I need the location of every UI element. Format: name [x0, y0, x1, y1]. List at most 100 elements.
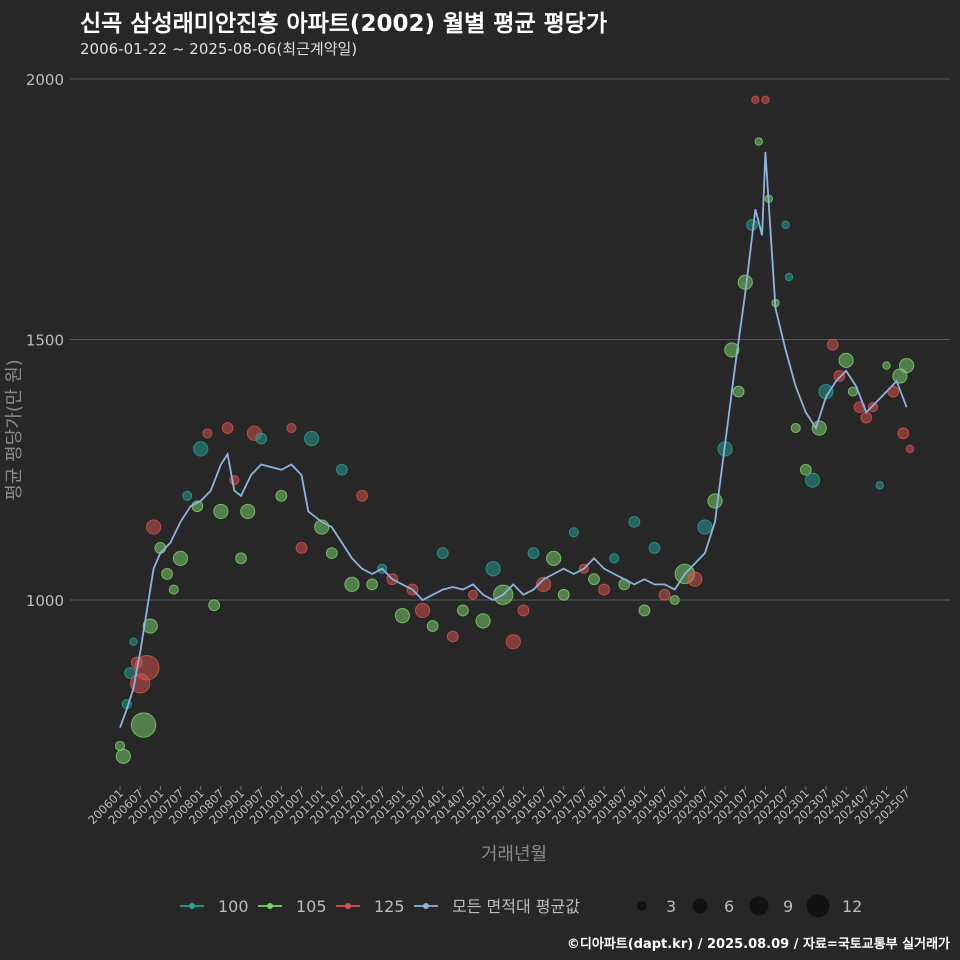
point-100	[335, 463, 348, 476]
y-tick-label: 2000	[26, 71, 64, 89]
legend-label-100: 100	[218, 897, 249, 916]
point-100	[875, 481, 884, 490]
point-105	[394, 608, 410, 624]
legend-size-label: 9	[783, 897, 793, 916]
point-105	[799, 463, 812, 476]
point-105	[366, 578, 379, 591]
point-125	[598, 583, 610, 596]
legend-size-circle	[692, 898, 708, 914]
point-125	[905, 444, 915, 454]
point-125	[146, 519, 162, 535]
point-100	[255, 432, 268, 445]
point-125	[867, 402, 879, 413]
point-100	[436, 547, 449, 560]
point-105	[707, 493, 723, 509]
point-125	[356, 489, 368, 502]
point-105	[754, 137, 763, 146]
point-125	[826, 338, 839, 351]
point-105	[208, 599, 221, 612]
point-100	[485, 561, 501, 577]
point-125	[687, 571, 703, 587]
legend-size-label: 6	[724, 897, 734, 916]
point-105	[882, 361, 891, 370]
point-125	[446, 630, 459, 643]
point-100	[781, 220, 790, 230]
point-100	[304, 430, 320, 447]
legend-marker-100	[189, 903, 195, 909]
point-125	[535, 576, 552, 592]
point-125	[505, 634, 521, 650]
point-105	[790, 423, 801, 434]
point-105	[732, 385, 745, 398]
point-105	[724, 342, 740, 358]
legend-size-circle	[637, 901, 647, 911]
point-125	[286, 423, 297, 434]
legend-label-105: 105	[296, 897, 327, 916]
legend-label-125: 125	[374, 897, 405, 916]
point-105	[161, 568, 173, 580]
legend-size-circle	[806, 894, 830, 918]
point-100	[182, 490, 193, 501]
y-axis-ticks: 1000 1500 2000	[26, 71, 64, 610]
point-105	[235, 552, 247, 565]
point-100	[193, 441, 209, 457]
point-100	[804, 472, 821, 488]
legend-size-label: 3	[666, 897, 676, 916]
legend-size-circle	[749, 896, 769, 916]
point-125	[658, 588, 671, 601]
legend-marker-105	[267, 903, 273, 909]
chart-subtitle: 2006-01-22 ~ 2025-08-06(최근계약일)	[80, 40, 358, 58]
point-105	[546, 550, 562, 566]
point-125	[221, 422, 234, 434]
source-caption: ©디아파트(dapt.kr) / 2025.08.09 / 자료=국토교통부 실…	[566, 937, 950, 952]
point-125	[887, 385, 900, 398]
point-105	[557, 588, 570, 601]
legend-marker-avg	[423, 903, 429, 909]
point-105	[275, 489, 288, 502]
point-125	[134, 655, 160, 681]
point-105	[638, 604, 651, 617]
point-125	[295, 542, 308, 554]
point-105	[240, 503, 256, 520]
point-125	[414, 602, 431, 619]
point-125	[467, 589, 479, 600]
grid-lines	[70, 78, 950, 601]
point-100	[628, 515, 641, 528]
scatter-points	[114, 95, 915, 764]
point-100	[697, 519, 713, 535]
point-125	[897, 427, 910, 440]
legend-marker-125	[345, 903, 351, 909]
point-105	[669, 594, 680, 606]
point-125	[751, 95, 760, 105]
point-125	[517, 604, 530, 617]
x-axis-ticks: 2006012006072007012007072008012008072009…	[85, 786, 913, 827]
point-105	[130, 712, 157, 738]
chart-title: 신곡 삼성래미안진흥 아파트(2002) 월별 평균 평당가	[80, 11, 608, 37]
point-105	[168, 584, 179, 595]
point-105	[172, 550, 189, 566]
point-105	[344, 576, 360, 592]
y-axis-label: 평균 평당가(만 원)	[4, 359, 25, 500]
point-100	[609, 553, 620, 564]
point-100	[568, 527, 579, 538]
point-105	[213, 503, 229, 520]
point-125	[761, 95, 770, 105]
point-105	[456, 604, 469, 617]
average-line	[119, 151, 908, 728]
point-105	[325, 547, 338, 560]
point-100	[746, 218, 758, 231]
point-105	[588, 573, 600, 586]
average-line-group	[119, 151, 908, 728]
legend-size-label: 12	[842, 897, 862, 916]
point-105	[475, 613, 491, 629]
point-100	[648, 542, 661, 554]
legend-label-avg: 모든 면적대 평균값	[452, 897, 580, 916]
legend: 100 105 125 모든 면적대 평균값 3 6 9 12	[180, 894, 862, 918]
point-125	[860, 411, 873, 424]
point-105	[899, 357, 915, 374]
y-tick-label: 1500	[26, 332, 64, 350]
point-125	[833, 370, 846, 382]
point-100	[784, 272, 794, 282]
point-105	[426, 620, 439, 632]
